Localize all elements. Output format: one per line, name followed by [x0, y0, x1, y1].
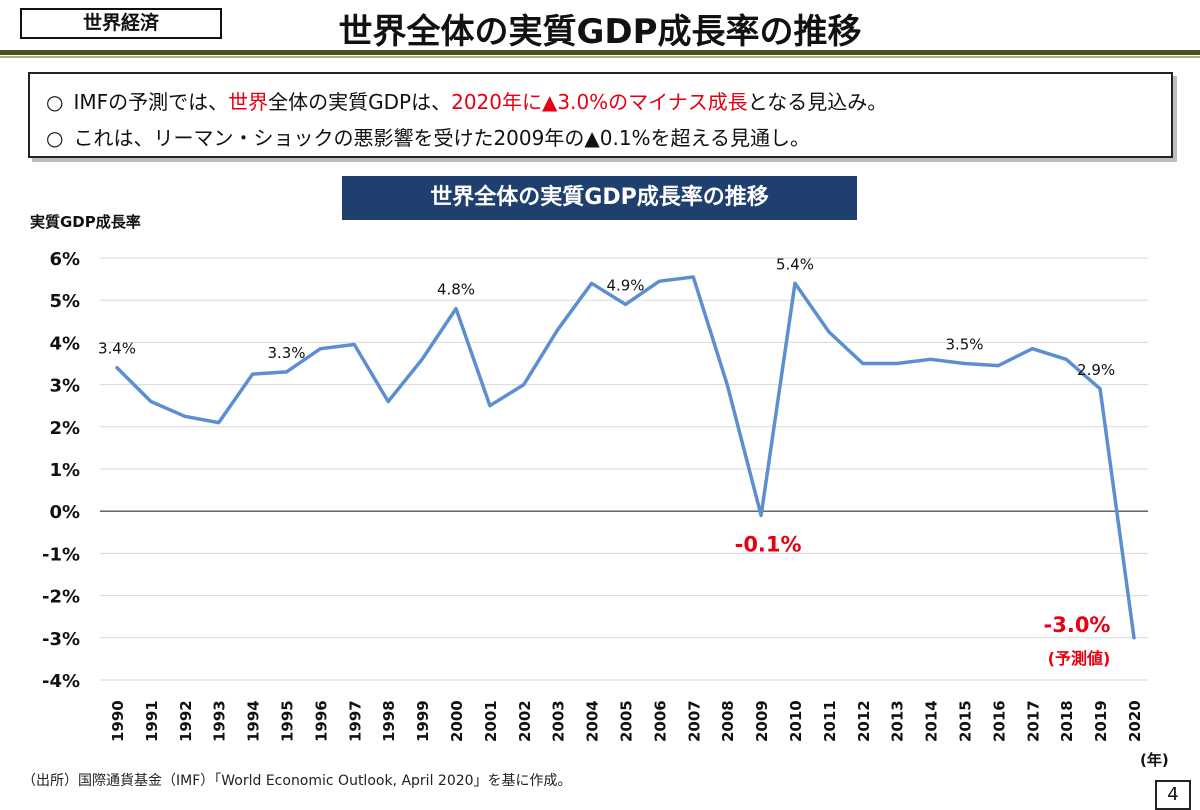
y-tick-label: -3% [42, 629, 80, 650]
x-tick-label: 1996 [312, 700, 330, 742]
x-tick-label: 1994 [245, 700, 263, 742]
x-axis-unit-label: (年) [1140, 751, 1169, 769]
x-tick-label: 2004 [584, 700, 602, 742]
x-tick-label: 1990 [109, 700, 127, 742]
y-tick-label: -4% [42, 671, 80, 692]
x-tick-label: 2017 [1024, 700, 1042, 742]
data-label: 4.8% [437, 281, 475, 299]
x-tick-label: 2009 [753, 700, 771, 742]
x-tick-label: 2008 [719, 700, 737, 742]
y-tick-label: -1% [42, 544, 80, 565]
data-label: (予測値) [1048, 649, 1111, 668]
x-tick-label: 1992 [177, 700, 195, 742]
x-tick-label: 2013 [889, 700, 907, 742]
data-label: -0.1% [735, 532, 802, 556]
y-tick-label: 3% [49, 376, 80, 397]
gdp-series-line [117, 277, 1134, 638]
x-tick-label: 1999 [414, 700, 432, 742]
y-tick-label: -2% [42, 587, 80, 608]
x-tick-label: 2001 [482, 700, 500, 742]
x-tick-label: 1993 [211, 700, 229, 742]
x-tick-label: 2018 [1058, 700, 1076, 742]
x-tick-label: 2014 [923, 700, 941, 742]
data-label: 4.9% [606, 276, 644, 294]
data-label: 2.9% [1077, 361, 1115, 379]
x-tick-label: 2012 [855, 700, 873, 742]
x-tick-label: 1991 [143, 700, 161, 742]
data-label: -3.0% [1044, 613, 1111, 637]
data-label: 3.4% [98, 340, 136, 358]
y-tick-label: 1% [49, 460, 80, 481]
data-label: 5.4% [776, 255, 814, 273]
y-tick-label: 2% [49, 418, 80, 439]
x-tick-label: 2005 [618, 700, 636, 742]
x-tick-label: 2010 [787, 700, 805, 742]
x-tick-label: 2007 [685, 700, 703, 742]
data-label: 3.3% [267, 344, 305, 362]
x-tick-label: 2000 [448, 700, 466, 742]
data-label: 3.5% [945, 336, 983, 354]
x-tick-label: 2019 [1092, 700, 1110, 742]
x-tick-label: 2006 [651, 700, 669, 742]
y-tick-label: 4% [49, 333, 80, 354]
x-tick-label: 2002 [516, 700, 534, 742]
x-tick-label: 2015 [957, 700, 975, 742]
y-tick-label: 0% [49, 502, 80, 523]
y-tick-label: 5% [49, 291, 80, 312]
x-tick-label: 2020 [1126, 700, 1144, 742]
page-number: 4 [1155, 780, 1191, 810]
x-tick-label: 1995 [279, 700, 297, 742]
source-note: （出所）国際通貨基金（IMF）「World Economic Outlook, … [22, 770, 572, 790]
x-tick-label: 1998 [380, 700, 398, 742]
y-tick-label: 6% [49, 249, 80, 270]
x-tick-label: 1997 [346, 700, 364, 742]
x-tick-label: 2011 [821, 700, 839, 742]
x-tick-label: 2003 [550, 700, 568, 742]
x-tick-label: 2016 [990, 700, 1008, 742]
